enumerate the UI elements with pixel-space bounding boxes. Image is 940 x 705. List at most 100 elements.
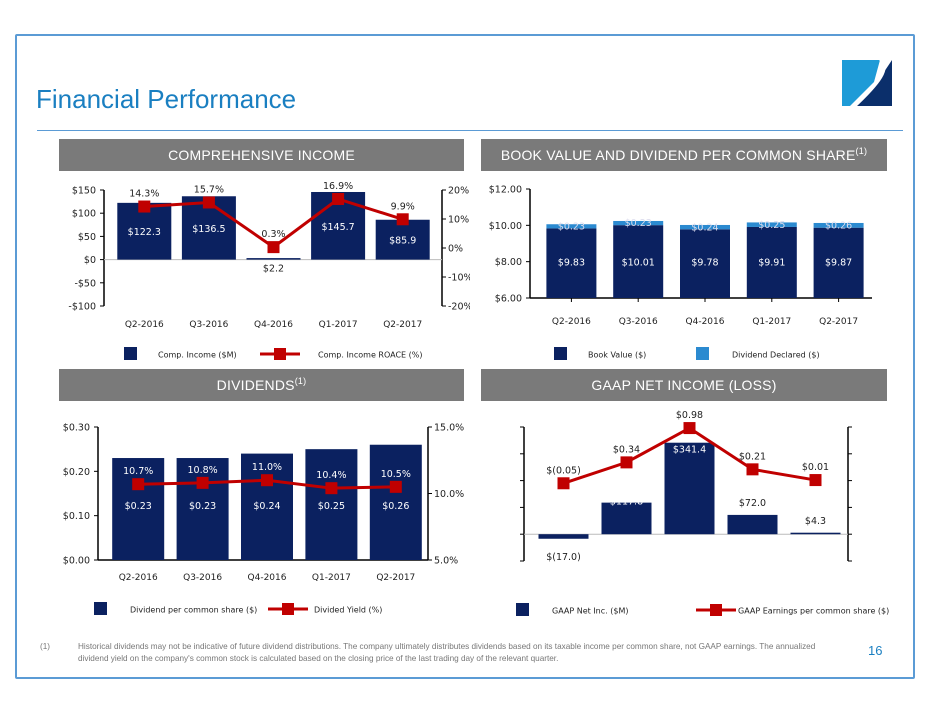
legend-label: Divided Yield (%) (314, 606, 382, 615)
category-label: Q2-2016 (552, 317, 591, 327)
bar-label: $9.78 (691, 258, 718, 269)
line-marker (196, 476, 209, 489)
y-tick-label-left: $0.00 (63, 556, 90, 567)
y-tick-label-left: $10.00 (489, 221, 522, 232)
y-tick-label-left: $0.30 (63, 423, 90, 434)
comprehensive-income-chart: $150 $100 $50 $0 -$50 -$100 20% 10% 0% -10% -20% $1… (68, 181, 470, 360)
y-tick-label-right: 5.0% (434, 556, 458, 567)
category-label: Q4-2016 (254, 320, 293, 330)
y-tick-label-right: 20% (448, 186, 469, 197)
category-label: Q4-2016 (248, 573, 287, 583)
line-label: $0.34 (613, 444, 640, 455)
bar-label: $9.91 (758, 258, 785, 269)
line-marker (325, 482, 338, 495)
bar-label: $136.5 (192, 224, 225, 235)
line-marker (746, 463, 759, 476)
line-marker (138, 200, 151, 213)
category-label: Q2-2017 (819, 317, 858, 327)
line-marker (202, 196, 215, 209)
category-label: Q4-2016 (686, 317, 725, 327)
bar-label: $341.4 (673, 445, 706, 456)
line-label: $0.98 (676, 410, 703, 421)
stack-label: $0.26 (825, 221, 852, 232)
line-marker (267, 241, 280, 254)
y-tick-label-left: $150 (72, 186, 96, 197)
line-label: 11.0% (252, 462, 282, 473)
bar (601, 502, 652, 535)
line-marker (557, 477, 570, 490)
y-tick-label-left: $8.00 (495, 257, 522, 268)
bar-label: $145.7 (321, 222, 354, 233)
panel-title-sup: (1) (294, 376, 307, 386)
line-marker (132, 478, 145, 491)
line-label: 10.5% (381, 469, 411, 480)
line-label: $0.21 (739, 451, 766, 462)
bar-label: $9.83 (558, 258, 585, 269)
bar-label: $85.9 (389, 236, 416, 247)
bar (538, 534, 589, 539)
panel-title: COMPREHENSIVE INCOME (168, 147, 355, 163)
line-marker (683, 422, 696, 435)
line-label: 10.7% (123, 466, 153, 477)
category-label: Q3-2016 (183, 573, 222, 583)
bar-label: $122.3 (128, 227, 161, 238)
category-label: Q3-2016 (189, 320, 228, 330)
panel-title: GAAP NET INCOME (LOSS) (591, 377, 777, 393)
stack-label: $0.24 (691, 222, 718, 233)
legend-swatch (124, 347, 137, 360)
category-label: Q2-2017 (383, 320, 422, 330)
bar-label: $72.0 (739, 498, 766, 509)
y-tick-label-left: $0 (84, 255, 96, 266)
category-label: Q1-2017 (752, 317, 791, 327)
line-label: 10.4% (316, 470, 346, 481)
bar-label: $0.26 (382, 501, 409, 512)
line-marker (396, 213, 409, 226)
legend-marker (710, 604, 722, 616)
line-marker (620, 456, 633, 469)
category-label: Q2-2016 (119, 573, 158, 583)
title-divider (37, 130, 903, 131)
stack-label: $0.25 (758, 220, 785, 231)
legend-swatch (516, 603, 529, 616)
line-label: $(0.05) (546, 465, 581, 476)
legend-swatch (94, 602, 107, 615)
bar-book-value (746, 226, 797, 298)
panel-header-dividends: DIVIDENDS(1) (59, 369, 464, 401)
legend-marker (274, 348, 286, 360)
legend-label: Comp. Income ($M) (158, 351, 237, 360)
slide-frame (15, 34, 915, 679)
y-tick-label-left: $100 (72, 209, 96, 220)
stack-label: $0.23 (625, 218, 652, 229)
legend-label: Book Value ($) (588, 351, 646, 360)
line-marker (389, 480, 402, 493)
category-label: Q1-2017 (319, 320, 358, 330)
bar-label: $9.87 (825, 258, 852, 269)
stack-label: $0.23 (558, 221, 585, 232)
bar (176, 458, 229, 560)
category-label: Q2-2017 (376, 573, 415, 583)
bar-label: $10.01 (622, 258, 655, 269)
bar-label: $4.3 (805, 516, 826, 527)
y-tick-label-left: $0.10 (63, 511, 90, 522)
page-number: 16 (868, 643, 883, 658)
y-tick-label-right: 15.0% (434, 423, 464, 434)
category-label: Q2-2016 (125, 320, 164, 330)
panel-header-book-value: BOOK VALUE AND DIVIDEND PER COMMON SHARE… (481, 139, 887, 171)
legend-label: GAAP Earnings per common share ($) (738, 607, 889, 616)
panel-header-comprehensive-income: COMPREHENSIVE INCOME (59, 139, 464, 171)
bar-label: $0.24 (253, 501, 280, 512)
panel-header-gaap: GAAP NET INCOME (LOSS) (481, 369, 887, 401)
line-label: 0.3% (261, 229, 285, 240)
legend-label: Comp. Income ROACE (%) (318, 351, 423, 360)
line-label: 14.3% (129, 189, 159, 200)
panel-title: DIVIDENDS (216, 377, 295, 393)
footnote-marker: (1) (40, 642, 51, 651)
bar-book-value (813, 227, 864, 298)
line-label: 15.7% (194, 184, 224, 195)
bar-dividend-declared (746, 222, 797, 227)
line-label: 10.8% (188, 465, 218, 476)
bar (664, 442, 715, 535)
bar (369, 444, 422, 560)
gaap-net-income-chart: $(17.0) $117.8 $341.4 $72.0 $4.3 $(0.05) $0.34… (516, 410, 889, 616)
y-tick-label-right: -20% (448, 302, 470, 313)
